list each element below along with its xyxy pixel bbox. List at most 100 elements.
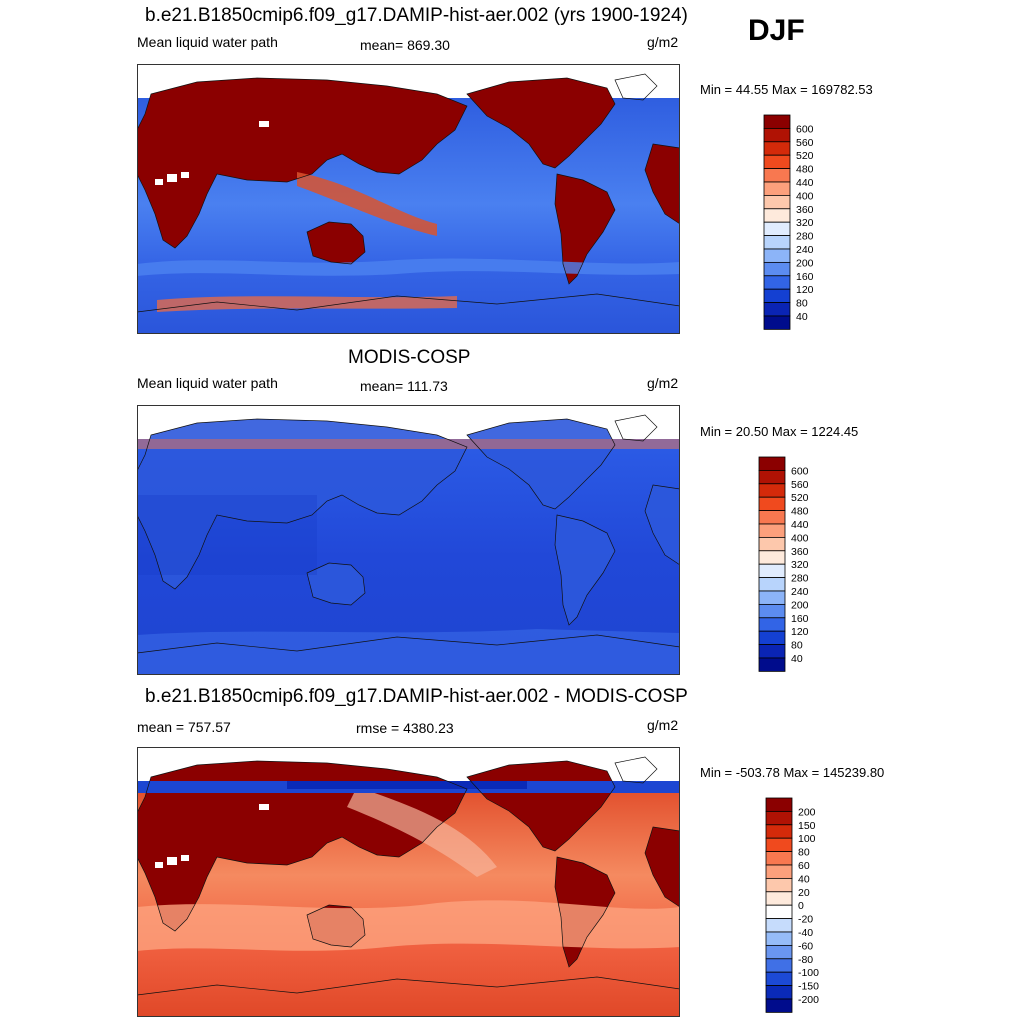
colorbar-swatch [758, 483, 786, 498]
colorbar-swatch [763, 127, 791, 143]
panel1-title: b.e21.B1850cmip6.f09_g17.DAMIP-hist-aer.… [145, 5, 688, 26]
colorbar-tick-label: 400 [791, 533, 809, 544]
colorbar-tick-label: 120 [791, 627, 809, 638]
panel2-variable-label: Mean liquid water path [137, 375, 278, 391]
colorbar-tick-label: 200 [796, 258, 814, 269]
colorbar-swatch [765, 904, 793, 919]
colorbar-tick-label: -80 [798, 955, 813, 966]
colorbar-swatch [758, 469, 786, 485]
colorbar-swatch [763, 288, 791, 303]
panel3-rmse-label: rmse = 4380.23 [356, 720, 454, 736]
colorbar-swatch [758, 657, 786, 672]
colorbar-tick-label: 160 [791, 614, 809, 625]
colorbar-swatch [765, 944, 793, 960]
colorbar-tick-label: 360 [791, 547, 809, 558]
colorbar-tick-label: 320 [796, 218, 814, 229]
colorbar-swatch [758, 630, 786, 645]
colorbar-tick-label: 400 [796, 191, 814, 202]
colorbar-tick-label: -20 [798, 915, 813, 926]
panel1-minmax-label: Min = 44.55 Max = 169782.53 [700, 82, 873, 97]
colorbar-swatch [758, 523, 786, 538]
colorbar-swatch [765, 797, 793, 812]
colorbar-tick-label: 20 [798, 888, 810, 899]
colorbar-swatch [765, 985, 793, 1000]
colorbar-swatch [758, 496, 786, 511]
colorbar-swatch [763, 261, 791, 277]
panel2-colorbar: 600 560 520 480 440 400 360 320 280 240 200 160 120 8… [758, 456, 828, 672]
colorbar-swatch [765, 864, 793, 879]
colorbar-swatch [763, 168, 791, 183]
colorbar-tick-label: 40 [798, 874, 810, 885]
colorbar-swatch [763, 315, 791, 330]
colorbar-swatch [763, 208, 791, 223]
colorbar-swatch [763, 154, 791, 169]
panel3-colorbar: 200 150 100 80 60 40 20 0 -20 -40 -60 -80 -100 -150 -2… [765, 797, 835, 1013]
colorbar-tick-label: 0 [798, 901, 804, 912]
colorbar-swatch [758, 456, 786, 471]
colorbar-swatch [763, 248, 791, 263]
colorbar-tick-label: -150 [798, 982, 819, 993]
colorbar-tick-label: 160 [796, 272, 814, 283]
colorbar-tick-label: 520 [796, 151, 814, 162]
colorbar-tick-label: 40 [791, 654, 803, 665]
colorbar-tick-label: 200 [791, 600, 809, 611]
colorbar-swatch [763, 141, 791, 156]
panel2-mean-label: mean= 111.73 [360, 378, 448, 394]
colorbar-swatch [765, 958, 793, 973]
colorbar-tick-label: 600 [796, 124, 814, 135]
panel2-minmax-label: Min = 20.50 Max = 1224.45 [700, 424, 859, 439]
colorbar-tick-label: 120 [796, 285, 814, 296]
colorbar-tick-label: -40 [798, 928, 813, 939]
colorbar-swatch [763, 194, 791, 210]
colorbar-swatch [765, 837, 793, 852]
colorbar-swatch [763, 181, 791, 196]
panel3-mean-label: mean = 757.57 [137, 719, 231, 735]
panel3-units-label: g/m2 [647, 717, 679, 733]
panel3-title: b.e21.B1850cmip6.f09_g17.DAMIP-hist-aer.… [145, 686, 688, 707]
colorbar-swatch [758, 550, 786, 565]
colorbar-swatch [758, 603, 786, 619]
panel2-units-label: g/m2 [647, 375, 679, 391]
colorbar-tick-label: 80 [796, 299, 808, 310]
colorbar-swatch [763, 114, 791, 129]
panel1-mean-label: mean= 869.30 [360, 37, 450, 53]
panel3-minmax-label: Min = -503.78 Max = 145239.80 [700, 765, 885, 780]
colorbar-tick-label: -200 [798, 995, 819, 1006]
colorbar-swatch [763, 221, 791, 236]
colorbar-tick-label: -100 [798, 968, 819, 979]
colorbar-tick-label: 520 [791, 493, 809, 504]
colorbar-swatch [758, 563, 786, 578]
colorbar-tick-label: 440 [796, 178, 814, 189]
colorbar-tick-label: 280 [796, 232, 814, 243]
colorbar-tick-label: 560 [796, 138, 814, 149]
colorbar-swatch [765, 931, 793, 946]
panel2-map [137, 405, 680, 675]
panel1-units-label: g/m2 [647, 34, 679, 50]
colorbar-swatch [763, 235, 791, 250]
colorbar-tick-label: 560 [791, 480, 809, 491]
colorbar-swatch [758, 577, 786, 592]
colorbar-tick-label: 280 [791, 574, 809, 585]
colorbar-tick-label: 200 [798, 807, 816, 818]
colorbar-swatch [765, 851, 793, 866]
colorbar-swatch [765, 824, 793, 839]
colorbar-tick-label: 320 [791, 560, 809, 571]
colorbar-tick-label: 40 [796, 312, 808, 323]
colorbar-tick-label: 80 [798, 848, 810, 859]
season-label: DJF [748, 14, 805, 47]
colorbar-tick-label: 480 [796, 165, 814, 176]
colorbar-tick-label: 440 [791, 520, 809, 531]
colorbar-swatch [765, 971, 793, 986]
panel3-map [137, 747, 680, 1017]
colorbar-tick-label: 240 [791, 587, 809, 598]
colorbar-tick-label: 60 [798, 861, 810, 872]
colorbar-swatch [765, 810, 793, 826]
colorbar-tick-label: 600 [791, 466, 809, 477]
colorbar-swatch [758, 510, 786, 525]
colorbar-swatch [763, 302, 791, 317]
panel1-colorbar: 600 560 520 480 440 400 360 320 280 240 200 160 120 8… [763, 114, 833, 330]
colorbar-tick-label: 150 [798, 821, 816, 832]
colorbar-tick-label: 360 [796, 205, 814, 216]
colorbar-swatch [758, 617, 786, 632]
panel1-variable-label: Mean liquid water path [137, 34, 278, 50]
